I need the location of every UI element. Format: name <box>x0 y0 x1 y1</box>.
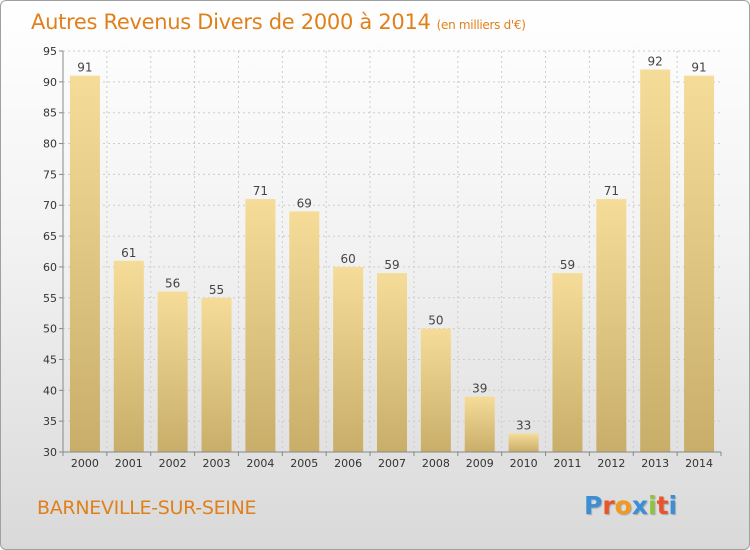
data-label: 50 <box>428 314 443 328</box>
x-tick-label: 2002 <box>159 457 187 470</box>
bar-2001[interactable] <box>113 260 144 452</box>
axes: 30 35 40 45 50 55 60 65 70 75 80 85 90 95 2000 2001 2002… <box>43 45 722 470</box>
bar-2011[interactable] <box>552 273 583 452</box>
data-label: 61 <box>121 246 136 260</box>
bar-2006[interactable] <box>333 266 364 452</box>
bar-2012[interactable] <box>596 199 627 452</box>
x-tick-label: 2014 <box>685 457 713 470</box>
y-tick-label: 85 <box>43 107 57 120</box>
data-label: 59 <box>560 258 575 272</box>
data-label: 39 <box>472 381 487 395</box>
bars <box>69 69 715 452</box>
data-label: 60 <box>340 252 355 266</box>
logo-letter: P <box>584 491 603 520</box>
y-tick-label: 35 <box>43 415 57 428</box>
y-tick-label: 30 <box>43 446 57 459</box>
data-label: 91 <box>691 61 706 75</box>
y-tick-label: 60 <box>43 261 57 274</box>
bar-2003[interactable] <box>201 297 232 452</box>
data-labels: 91 61 56 55 71 69 60 59 50 39 33 59 71 92 91 <box>77 55 706 433</box>
proxiti-logo[interactable]: Proxiti <box>584 491 677 520</box>
grid-lines <box>63 50 721 453</box>
y-tick-label: 40 <box>43 384 57 397</box>
logo-letter: r <box>602 491 615 520</box>
chart-subtitle: (en milliers d'€) <box>436 18 526 32</box>
data-label: 56 <box>165 277 180 291</box>
x-tick-label: 2006 <box>334 457 362 470</box>
chart-title: Autres Revenus Divers de 2000 à 2014 (en … <box>31 10 526 34</box>
bar-2004[interactable] <box>245 199 276 452</box>
logo-letter: i <box>668 491 678 520</box>
y-tick-label: 65 <box>43 230 57 243</box>
x-tick-label: 2011 <box>553 457 581 470</box>
logo-letter: o <box>614 491 632 520</box>
bar-2000[interactable] <box>69 75 100 452</box>
x-tick-label: 2004 <box>246 457 274 470</box>
bar-2008[interactable] <box>420 328 451 452</box>
bar-2014[interactable] <box>684 75 715 452</box>
x-tick-label: 2005 <box>290 457 318 470</box>
y-tick-label: 80 <box>43 138 57 151</box>
bar-2002[interactable] <box>157 291 188 452</box>
x-tick-label: 2007 <box>378 457 406 470</box>
bar-2013[interactable] <box>640 69 671 452</box>
y-tick-label: 70 <box>43 199 57 212</box>
bar-2010[interactable] <box>508 433 539 452</box>
y-tick-label: 90 <box>43 76 57 89</box>
y-tick-label: 55 <box>43 292 57 305</box>
chart-title-text: Autres Revenus Divers de 2000 à 2014 <box>31 10 431 34</box>
data-label: 55 <box>209 283 224 297</box>
x-tick-label: 2000 <box>71 457 99 470</box>
data-label: 92 <box>648 55 663 69</box>
bar-2007[interactable] <box>377 273 407 452</box>
y-tick-label: 50 <box>43 323 57 336</box>
x-tick-label: 2003 <box>203 457 231 470</box>
data-label: 69 <box>297 196 312 210</box>
y-tick-label: 45 <box>43 353 57 366</box>
bar-2005[interactable] <box>289 211 320 452</box>
logo-letter: t <box>656 491 669 520</box>
data-label: 59 <box>384 258 399 272</box>
y-tick-label: 75 <box>43 168 57 181</box>
logo-letter: x <box>631 491 648 520</box>
x-tick-label: 2010 <box>510 457 538 470</box>
data-label: 71 <box>604 184 619 198</box>
data-label: 71 <box>253 184 268 198</box>
x-tick-label: 2008 <box>422 457 450 470</box>
commune-name: BARNEVILLE-SUR-SEINE <box>37 497 257 519</box>
data-label: 91 <box>77 61 92 75</box>
x-tick-label: 2009 <box>466 457 494 470</box>
logo-letter: i <box>648 491 657 520</box>
x-tick-label: 2013 <box>641 457 669 470</box>
y-tick-label: 95 <box>43 45 57 58</box>
bar-2009[interactable] <box>464 396 495 452</box>
data-label: 33 <box>516 418 531 432</box>
x-tick-label: 2012 <box>597 457 625 470</box>
x-tick-label: 2001 <box>115 457 143 470</box>
